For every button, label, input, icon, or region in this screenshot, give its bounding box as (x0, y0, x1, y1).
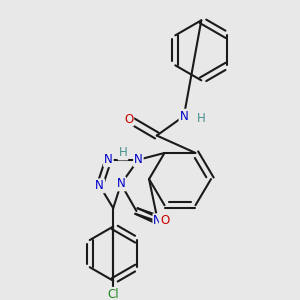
Text: N: N (179, 110, 188, 123)
Text: O: O (160, 214, 169, 227)
Text: N: N (104, 153, 113, 166)
Text: H: H (118, 146, 127, 160)
Text: N: N (153, 214, 162, 227)
Text: N: N (117, 177, 125, 190)
Text: O: O (124, 112, 133, 126)
Text: H: H (197, 112, 206, 124)
Text: N: N (134, 153, 143, 166)
Text: Cl: Cl (107, 288, 119, 300)
Text: N: N (95, 179, 104, 192)
